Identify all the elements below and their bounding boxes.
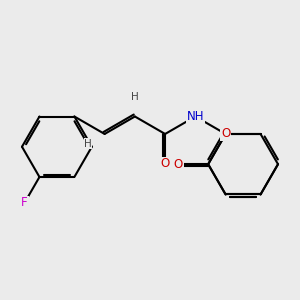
Text: NH: NH	[187, 110, 204, 123]
Text: O: O	[221, 128, 230, 140]
Text: O: O	[174, 158, 183, 171]
Text: H: H	[131, 92, 139, 102]
Text: H: H	[84, 139, 92, 148]
Text: F: F	[21, 196, 28, 209]
Text: O: O	[160, 157, 170, 170]
